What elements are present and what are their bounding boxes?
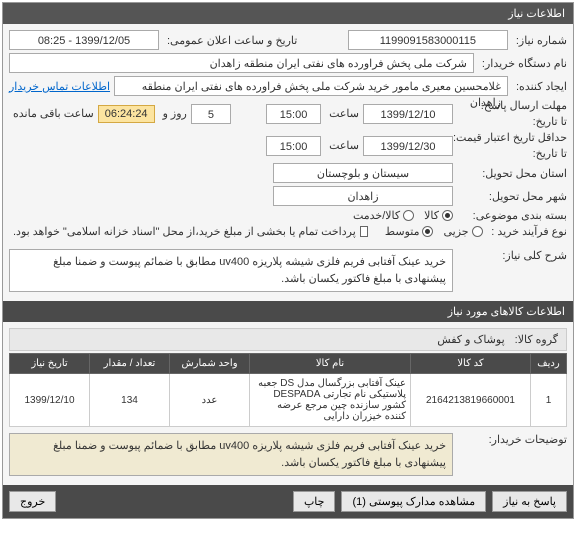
items-header: اطلاعات کالاهای مورد نیاز [3,301,573,322]
proc-radio-group: جزیی متوسط [385,225,483,238]
days-lbl: روز و [159,107,187,120]
pkg-goods-radio[interactable]: کالا [424,209,453,222]
table-header-row: ردیف کد کالا نام کالا واحد شمارش تعداد /… [10,354,567,374]
panel-title: اطلاعات نیاز [3,3,573,24]
time-lbl-1: ساعت [325,107,359,120]
exit-button[interactable]: خروج [9,491,56,512]
print-button[interactable]: چاپ [293,491,336,512]
cell-idx: 1 [531,374,567,427]
col-date: تاریخ نیاز [10,354,90,374]
col-unit: واحد شمارش [170,354,250,374]
delivery-state-label: استان محل تحویل: [457,167,567,180]
items-table: ردیف کد کالا نام کالا واحد شمارش تعداد /… [9,353,567,427]
reply-button[interactable]: پاسخ به نیاز [492,491,567,512]
table-row: 1 2164213819660001 عینک آفتابی بزرگسال م… [10,374,567,427]
radio-icon [472,226,483,237]
col-code: کد کالا [411,354,531,374]
package-label: بسته بندی موضوعی: [457,209,567,222]
creator-label: ایجاد کننده: [512,80,567,93]
footer-bar: پاسخ به نیاز مشاهده مدارک پیوستی (1) چاپ… [3,485,573,518]
proc-label: نوع فرآیند خرید : [487,225,567,238]
attachments-button[interactable]: مشاهده مدارک پیوستی (1) [341,491,486,512]
price-date: 1399/12/30 [363,136,453,156]
group-value: پوشاک و کفش [437,333,504,346]
cell-date: 1399/12/10 [10,374,90,427]
proc-low-radio[interactable]: جزیی [443,225,482,238]
col-idx: ردیف [531,354,567,374]
pkg-goods-label: کالا [424,209,439,222]
announce-label: تاریخ و ساعت اعلان عمومی: [163,34,297,47]
buyer-desc-label: توضیحات خریدار: [457,433,567,446]
buyer-desc-text: خرید عینک آفتابی فریم فلزی شیشه پلاریزه … [9,433,453,476]
price-validity-label: حداقل تاریخ اعتبار قیمت: [457,131,567,144]
creator-value: غلامحسین معیری مامور خرید شرکت ملی پخش ف… [114,76,508,96]
remaining-lbl: ساعت باقی مانده [9,107,94,120]
response-time: 15:00 [266,104,321,124]
delivery-state: سیستان و بلوچستان [273,163,453,183]
proc-low-label: جزیی [443,225,468,238]
pkg-service-label: کالا/خدمت [353,209,400,222]
days-remaining: 5 [191,104,231,124]
need-no-value: 1199091583000115 [348,30,508,50]
delivery-city: زاهدان [273,186,453,206]
cell-code: 2164213819660001 [411,374,531,427]
radio-icon [403,210,414,221]
countdown-timer: 06:24:24 [98,105,155,123]
radio-icon [442,210,453,221]
need-no-label: شماره نیاز: [512,34,567,47]
cell-qty: 134 [90,374,170,427]
desc-text: خرید عینک آفتابی فریم فلزی شیشه پلاریزه … [9,249,453,292]
response-deadline-label: مهلت ارسال پاسخ: [457,99,567,112]
treasury-checkbox[interactable] [360,226,368,237]
delivery-city-label: شهر محل تحویل: [457,190,567,203]
cell-unit: عدد [170,374,250,427]
col-qty: تعداد / مقدار [90,354,170,374]
announce-value: 1399/12/05 - 08:25 [9,30,159,50]
pkg-service-radio[interactable]: کالا/خدمت [353,209,414,222]
col-name: نام کالا [250,354,411,374]
buyer-org-value: شرکت ملی پخش فراورده های نفتی ایران منطق… [9,53,474,73]
to-date-label-1: تا تاریخ: [457,115,567,128]
price-time: 15:00 [266,136,321,156]
note-text: پرداخت تمام یا بخشی از مبلغ خرید،از محل … [9,225,356,238]
group-label: گروه کالا: [511,333,558,346]
cell-name: عینک آفتابی بزرگسال مدل DS جعبه پلاستیکی… [250,374,411,427]
radio-icon [422,226,433,237]
desc-label: شرح کلی نیاز: [457,249,567,262]
buyer-contact-link[interactable]: اطلاعات تماس خریدار [9,80,110,93]
proc-mid-label: متوسط [385,225,420,238]
package-radio-group: کالا کالا/خدمت [353,209,453,222]
time-lbl-2: ساعت [325,139,359,152]
to-date-label-2: تا تاریخ: [457,147,567,160]
response-date: 1399/12/10 [363,104,453,124]
proc-mid-radio[interactable]: متوسط [385,225,434,238]
buyer-org-label: نام دستگاه خریدار: [478,57,567,70]
